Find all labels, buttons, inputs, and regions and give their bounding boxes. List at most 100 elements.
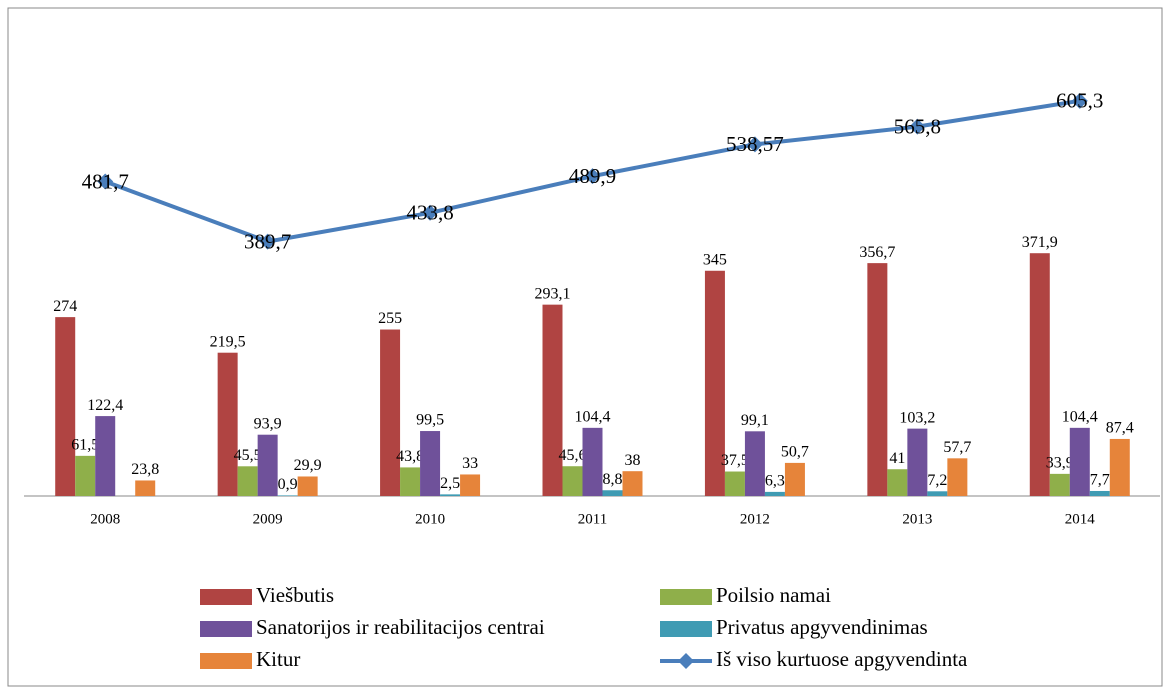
bar [1069, 427, 1090, 496]
data-label: 605,3 [1056, 89, 1103, 113]
line-marker [259, 233, 276, 250]
data-label: 87,4 [1106, 420, 1134, 437]
data-label: 61,5 [71, 437, 99, 454]
bar [1029, 253, 1050, 496]
legend-swatch [660, 621, 712, 637]
data-label: 57,7 [943, 439, 971, 456]
legend-label: Kitur [256, 647, 300, 671]
bar [440, 494, 461, 496]
x-tick-label: 2009 [253, 511, 283, 527]
data-label: 6,3 [765, 473, 785, 490]
bar [887, 469, 908, 496]
data-label: 99,5 [416, 412, 444, 429]
bar [277, 495, 298, 496]
data-label: 7,7 [1090, 472, 1110, 489]
bar [380, 329, 401, 496]
legend-swatch [200, 589, 252, 605]
legend-label: Poilsio namai [716, 583, 831, 607]
data-label: 489,9 [569, 164, 616, 188]
data-label: 2,5 [440, 475, 460, 492]
data-label: 219,5 [210, 333, 246, 350]
data-label: 0,9 [278, 476, 298, 493]
bar [95, 416, 116, 496]
data-label: 50,7 [781, 444, 809, 461]
data-label: 8,8 [603, 471, 623, 488]
x-tick-label: 2011 [578, 511, 607, 527]
data-label: 104,4 [575, 409, 611, 426]
data-label: 538,57 [726, 132, 784, 156]
bar [764, 491, 785, 496]
data-label: 41 [889, 450, 905, 467]
bar [237, 466, 258, 496]
line-marker [909, 118, 926, 135]
bar [704, 270, 725, 496]
line-marker [1071, 92, 1088, 109]
legend-label: Privatus apgyvendinimas [716, 615, 928, 639]
bar [217, 352, 238, 496]
bar [75, 455, 96, 496]
x-tick-label: 2013 [902, 511, 932, 527]
line-marker [746, 136, 763, 153]
legend-label: Sanatorijos ir reabilitacijos centrai [256, 615, 545, 639]
x-tick-label: 2010 [415, 511, 445, 527]
data-label: 99,1 [741, 412, 769, 429]
data-label: 43,8 [396, 448, 424, 465]
bar [1049, 473, 1070, 496]
chart-frame [7, 7, 1163, 687]
line-marker [422, 204, 439, 221]
bar [400, 467, 421, 496]
bar [135, 480, 156, 496]
data-label: 345 [703, 251, 727, 268]
data-label: 565,8 [894, 114, 941, 138]
data-label: 7,2 [927, 472, 947, 489]
bar [907, 428, 928, 496]
legend-swatch [200, 653, 252, 669]
bar [257, 434, 278, 496]
bar [1089, 490, 1110, 496]
data-label: 103,2 [899, 409, 935, 426]
data-label: 274 [53, 298, 77, 315]
bar [460, 474, 481, 496]
bar [947, 458, 968, 496]
bar [542, 304, 563, 496]
bar [724, 471, 745, 496]
data-label: 481,7 [82, 169, 129, 193]
line-marker [584, 168, 601, 185]
data-label: 29,9 [294, 457, 322, 474]
legend-swatch [678, 653, 694, 669]
bar [744, 431, 765, 496]
x-tick-label: 2008 [90, 511, 120, 527]
data-label: 433,8 [406, 201, 453, 225]
data-label: 104,4 [1062, 409, 1098, 426]
legend-swatch [660, 589, 712, 605]
bar [784, 462, 805, 496]
data-label: 293,1 [535, 285, 571, 302]
bar [622, 471, 643, 496]
x-tick-label: 2012 [740, 511, 770, 527]
data-label: 356,7 [859, 244, 895, 261]
bar [1109, 438, 1130, 496]
legend-label: Iš viso kurtuose apgyvendinta [716, 647, 968, 671]
data-label: 45,5 [234, 447, 262, 464]
data-label: 38 [625, 452, 641, 469]
data-label: 23,8 [131, 461, 159, 478]
data-label: 389,7 [244, 229, 291, 253]
bar [297, 476, 318, 496]
bar [582, 427, 603, 496]
data-label: 33 [462, 455, 478, 472]
bar [420, 431, 441, 496]
bar [867, 263, 888, 496]
data-label: 371,9 [1022, 234, 1058, 251]
legend-label: Viešbutis [256, 583, 334, 607]
data-label: 37,5 [721, 452, 749, 469]
bar [927, 491, 948, 496]
line-marker [97, 173, 114, 190]
x-tick-label: 2014 [1065, 511, 1096, 527]
bar [602, 490, 623, 496]
data-label: 33,9 [1046, 455, 1074, 472]
bar [55, 317, 76, 496]
data-label: 45,6 [559, 447, 587, 464]
legend-swatch [200, 621, 252, 637]
data-label: 93,9 [254, 415, 282, 432]
